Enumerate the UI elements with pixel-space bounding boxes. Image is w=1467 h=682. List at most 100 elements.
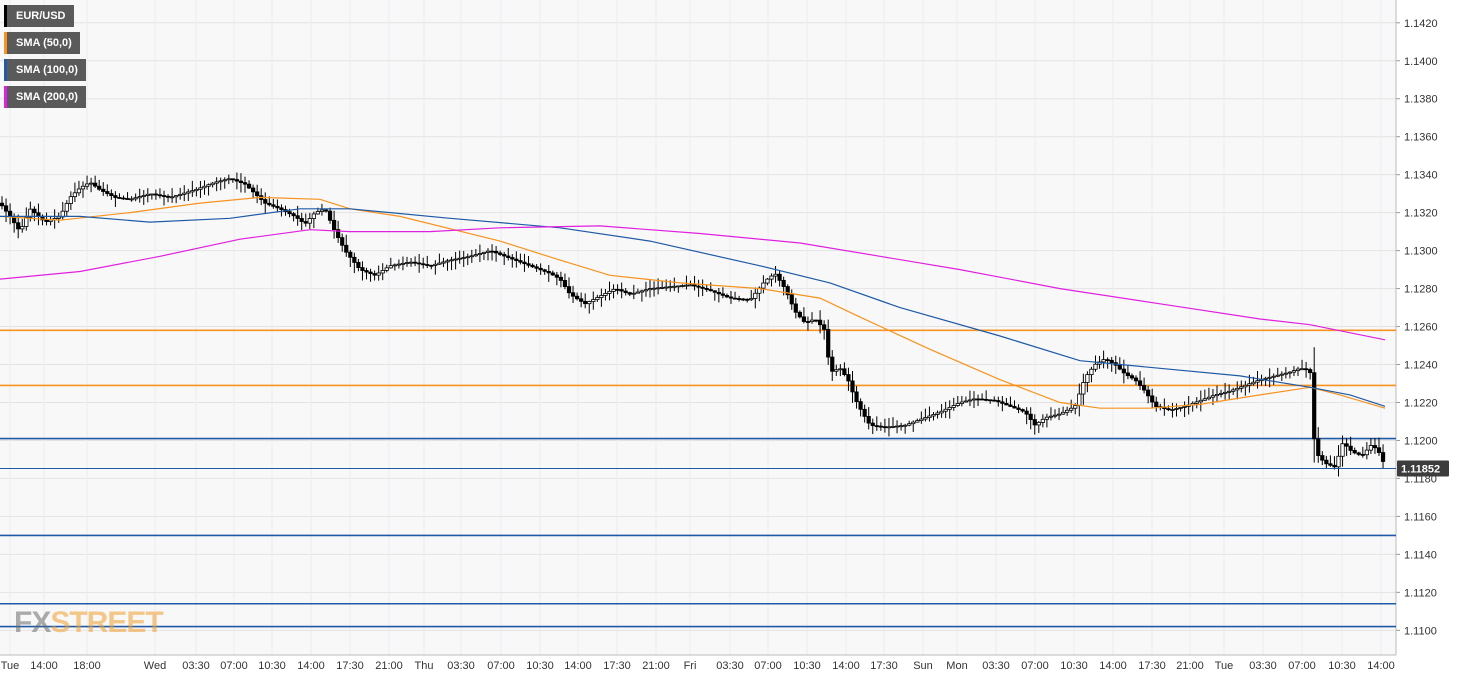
candle-body	[720, 293, 726, 296]
candle-body	[676, 285, 681, 288]
y-tick-label: 1.1220	[1404, 397, 1438, 409]
candle-body	[1287, 371, 1292, 374]
candle-body	[1364, 449, 1369, 456]
candle-body	[826, 328, 831, 358]
candle-body	[141, 195, 146, 197]
candle-body	[1368, 445, 1373, 451]
x-tick-label: Fri	[684, 660, 697, 672]
candle-body	[984, 398, 989, 401]
candle-body	[773, 273, 778, 277]
candle-body	[68, 196, 73, 204]
legend-sma-200[interactable]: SMA (200,0)	[4, 86, 86, 108]
x-tick-label: 18:00	[73, 660, 101, 672]
legend-eurusd[interactable]: EUR/USD	[4, 5, 74, 27]
candle-body	[542, 269, 547, 272]
logo-street: STREET	[50, 606, 163, 639]
y-tick-label: 1.1420	[1404, 18, 1438, 30]
x-tick-label: 07:00	[1021, 660, 1049, 672]
candle-body	[3, 205, 9, 212]
candle-body	[1304, 368, 1309, 371]
candle-body	[461, 257, 466, 259]
candle-body	[72, 192, 77, 198]
candle-body	[1380, 452, 1386, 462]
candle-body	[105, 191, 110, 194]
candle-body	[255, 191, 260, 197]
candle-body	[518, 260, 523, 263]
candle-body	[1231, 389, 1236, 392]
candle-body	[591, 299, 596, 303]
candle-body	[939, 410, 944, 414]
candle-body	[959, 401, 964, 404]
candle-body	[194, 188, 199, 192]
candle-body	[688, 284, 693, 287]
candle-body	[109, 193, 114, 197]
legend-sma-50[interactable]: SMA (50,0)	[4, 32, 80, 54]
candle-body	[319, 209, 325, 212]
candle-body	[445, 260, 450, 263]
legend-label: SMA (200,0)	[16, 91, 78, 103]
candle-body	[336, 229, 341, 239]
candle-body	[793, 303, 798, 313]
candle-body	[1142, 385, 1147, 391]
candle-body	[473, 254, 478, 257]
candle-body	[753, 292, 758, 299]
candle-body	[704, 287, 709, 290]
candle-body	[368, 271, 373, 275]
candle-body	[583, 300, 588, 305]
candle-body	[400, 262, 406, 265]
candle-body	[947, 406, 952, 410]
candle-body	[737, 298, 742, 300]
candle-body	[980, 398, 985, 401]
x-tick-label: Mon	[946, 660, 967, 672]
candle-body	[1206, 396, 1211, 400]
candle-body	[1154, 401, 1159, 408]
candle-body	[712, 290, 717, 293]
candle-body	[1247, 383, 1252, 386]
candle-body	[1105, 359, 1110, 362]
candle-body	[534, 266, 539, 269]
x-tick-label: 21:00	[642, 660, 670, 672]
candle-body	[587, 301, 592, 305]
candle-body	[113, 195, 118, 198]
candle-body	[805, 321, 811, 323]
candle-body	[1020, 409, 1025, 412]
candle-body	[222, 179, 227, 182]
candle-body	[822, 324, 827, 330]
candle-body	[1032, 419, 1037, 426]
candle-body	[538, 267, 543, 271]
candle-body	[595, 297, 600, 300]
candle-body	[275, 205, 280, 209]
candle-body	[1016, 407, 1021, 410]
candle-body	[234, 179, 239, 182]
candle-body	[1320, 455, 1325, 461]
candle-body	[437, 262, 442, 265]
candle-body	[1089, 368, 1094, 376]
y-tick-label: 1.1380	[1404, 94, 1438, 106]
candle-body	[1109, 359, 1114, 364]
legend-sma-100[interactable]: SMA (100,0)	[4, 59, 86, 81]
candle-body	[607, 290, 612, 294]
x-tick-label: 10:30	[526, 660, 554, 672]
sma-line	[0, 196, 1386, 409]
candle-body	[380, 270, 385, 274]
candle-body	[133, 197, 138, 200]
candle-body	[178, 193, 183, 196]
x-tick-label: 21:00	[1176, 660, 1204, 672]
y-tick-label: 1.1340	[1404, 170, 1438, 182]
y-tick-label: 1.1240	[1404, 360, 1438, 372]
candle-body	[303, 221, 308, 224]
candle-body	[842, 368, 847, 375]
candle-body	[1295, 368, 1301, 372]
candle-body	[242, 182, 248, 185]
x-tick-label: Thu	[415, 660, 434, 672]
candle-body	[1312, 372, 1317, 440]
x-tick-label: 10:30	[1328, 660, 1356, 672]
x-tick-label: 03:30	[982, 660, 1010, 672]
candle-body	[550, 272, 555, 276]
candle-body	[1077, 393, 1082, 406]
candle-body	[1036, 421, 1041, 426]
legend-swatch	[4, 59, 7, 81]
y-tick-label: 1.1160	[1404, 511, 1437, 523]
candle-body	[453, 258, 458, 261]
last-price-label: 1.11852	[1401, 464, 1440, 476]
